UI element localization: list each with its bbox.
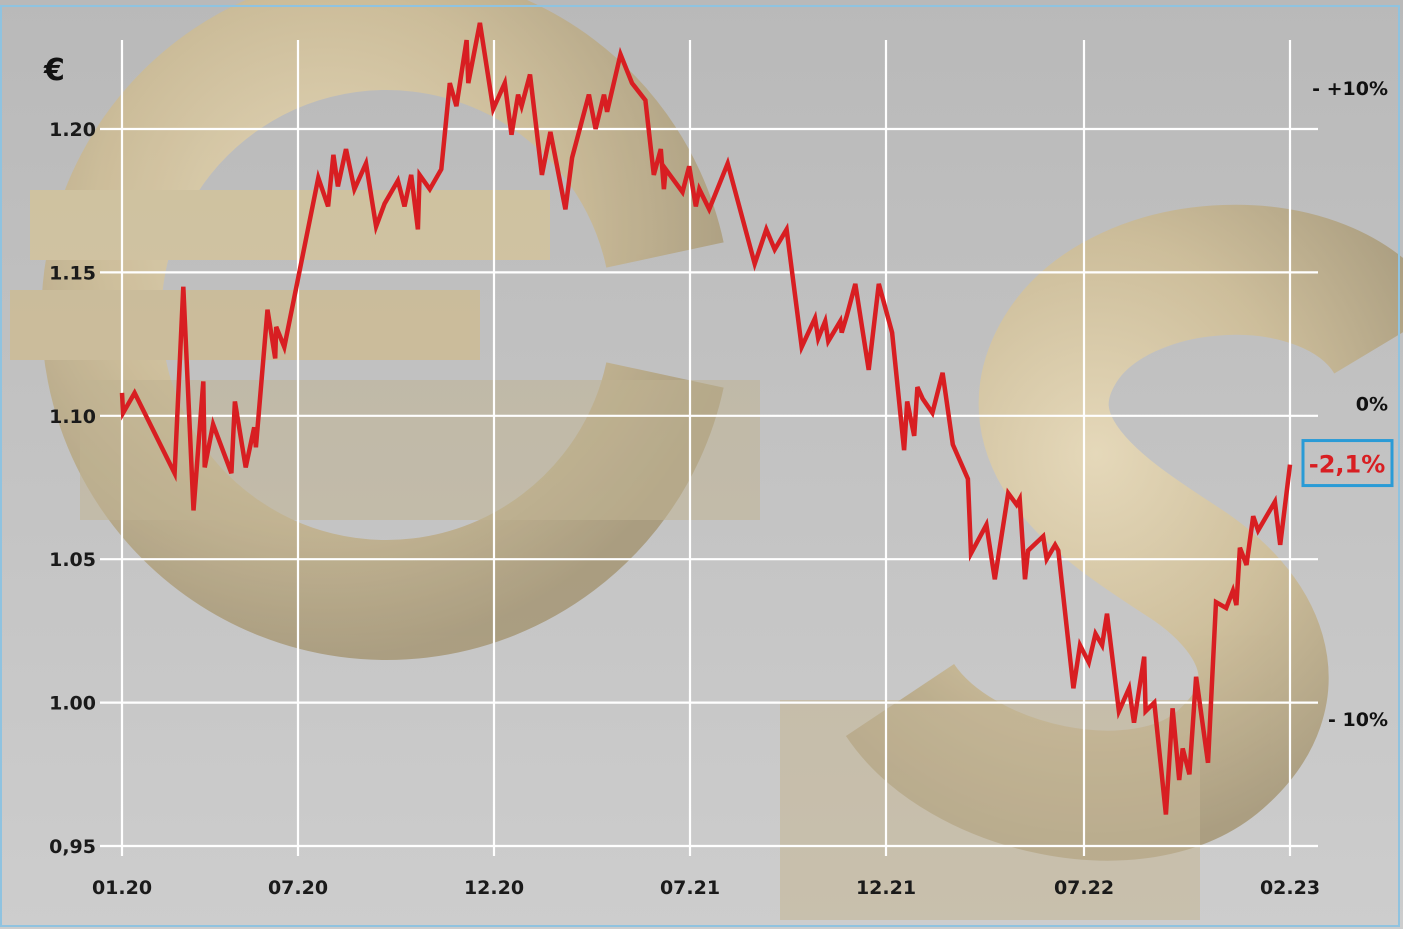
right-axis-label: - 10% bbox=[1328, 709, 1388, 731]
series bbox=[119, 22, 1293, 815]
right-axis-label: - +10% bbox=[1312, 78, 1388, 100]
x-tick-label: 12.21 bbox=[856, 877, 916, 899]
chart-frame bbox=[0, 5, 1400, 927]
y-tick-label: 1.15 bbox=[49, 262, 96, 284]
x-tick-label: 07.21 bbox=[660, 877, 720, 899]
y-axis-label: € bbox=[43, 53, 65, 88]
x-tick-label: 12.20 bbox=[464, 877, 524, 899]
callout-text: -2,1% bbox=[1309, 451, 1386, 479]
y-tick-label: 1.10 bbox=[49, 406, 96, 428]
series-line bbox=[119, 22, 1293, 815]
tick-labels: 0,95 1.00 1.05 1.10 1.15 1.20 01.20 07.20 12.20 0… bbox=[49, 119, 1320, 899]
grid bbox=[100, 40, 1318, 856]
y-tick-label: 1.05 bbox=[49, 549, 96, 571]
x-tick-label: 02.23 bbox=[1260, 877, 1320, 899]
right-axis-label: 0% bbox=[1356, 393, 1388, 415]
dollar-symbol-graphic bbox=[780, 204, 1403, 920]
euro-symbol-graphic bbox=[10, 0, 760, 660]
x-tick-label: 07.20 bbox=[268, 877, 328, 899]
y-tick-label: 1.20 bbox=[49, 119, 96, 141]
x-tick-label: 01.20 bbox=[92, 877, 152, 899]
y-tick-label: 0,95 bbox=[49, 836, 96, 858]
callout-box bbox=[1301, 439, 1394, 488]
y-tick-label: 1.00 bbox=[49, 693, 96, 715]
x-tick-label: 07.22 bbox=[1054, 877, 1114, 899]
callout: -2,1% bbox=[1301, 439, 1394, 488]
right-axis-labels: - +10% 0% - 10% bbox=[1312, 78, 1388, 731]
